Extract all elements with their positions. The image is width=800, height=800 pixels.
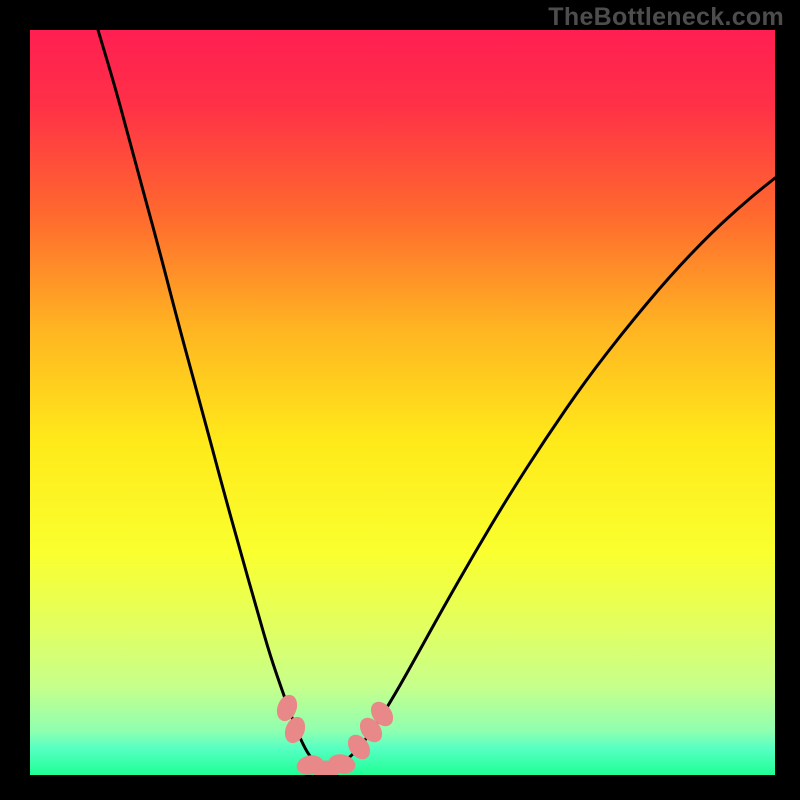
watermark-text: TheBottleneck.com (548, 3, 784, 32)
curve-layer (30, 30, 775, 775)
chart-stage: TheBottleneck.com (0, 0, 800, 800)
plot-area (30, 30, 775, 775)
v-curve-left (98, 30, 326, 770)
v-curve-right (326, 178, 775, 770)
marker-group (274, 693, 397, 775)
